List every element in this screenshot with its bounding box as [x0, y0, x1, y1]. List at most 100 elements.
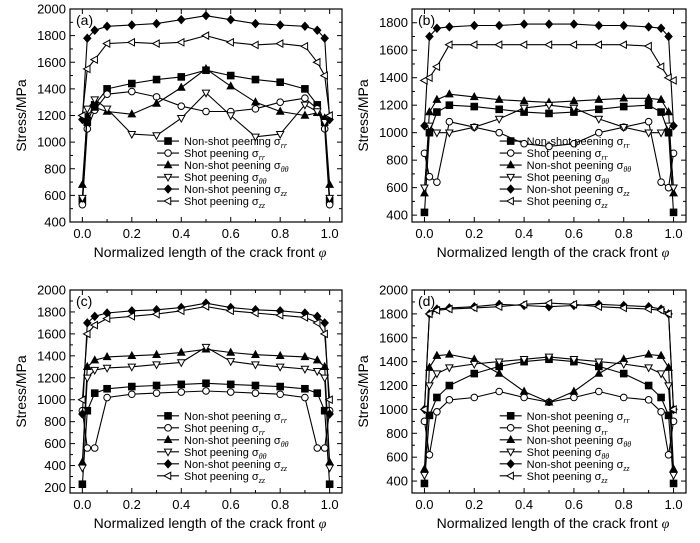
data-point	[90, 102, 100, 111]
data-point	[276, 390, 284, 399]
data-point	[433, 108, 441, 116]
data-point	[595, 387, 603, 396]
y-axis-label: Stress/MPa	[13, 355, 29, 428]
legend-label-subscript: rr	[259, 428, 266, 437]
data-point	[494, 368, 504, 377]
data-point	[319, 71, 328, 81]
data-point	[569, 356, 579, 365]
legend-label: Shot peening σθθ	[184, 447, 267, 461]
legend-marker	[506, 173, 516, 183]
data-point	[90, 444, 99, 452]
data-point	[299, 41, 309, 51]
data-point	[420, 479, 429, 488]
y-tick-label: 1800	[379, 15, 408, 30]
legend-label: Shot peening σθθ	[527, 172, 610, 186]
data-point	[176, 347, 186, 356]
data-point	[469, 360, 479, 369]
y-tick-label: 1400	[37, 348, 66, 363]
y-tick-label: 600	[44, 436, 66, 451]
data-point	[312, 368, 322, 377]
legend-marker	[506, 160, 516, 169]
data-point	[151, 39, 160, 49]
legend-label: Shot peening σrr	[527, 423, 609, 437]
data-point	[595, 105, 603, 114]
y-axis-label: Stress/MPa	[13, 79, 29, 152]
data-point	[176, 82, 186, 91]
legend-label-subscript: zz	[280, 189, 288, 198]
y-tick-label: 1200	[37, 370, 66, 385]
data-point	[312, 57, 321, 67]
data-point	[643, 41, 652, 51]
series	[420, 19, 678, 131]
legend-marker	[163, 459, 173, 469]
data-point	[102, 21, 112, 32]
data-point	[313, 444, 322, 452]
data-point	[83, 33, 92, 44]
data-point	[619, 93, 629, 102]
data-point	[324, 111, 333, 120]
legend-label-text: Shot peening σ	[527, 148, 602, 160]
legend-label-subscript: rr	[601, 428, 608, 437]
data-point	[420, 184, 429, 193]
data-point	[424, 309, 433, 319]
legend-label-text: Shot peening σ	[184, 447, 259, 459]
series-line	[81, 35, 331, 116]
legend-label-subscript: θθ	[259, 452, 267, 461]
data-point	[251, 133, 260, 142]
legend-label: Shot peening σrr	[184, 148, 266, 162]
data-point	[469, 123, 479, 133]
data-point	[83, 444, 92, 452]
series-line	[424, 44, 674, 81]
data-point	[544, 298, 553, 308]
data-point	[519, 19, 529, 29]
data-point	[275, 310, 284, 320]
data-point	[419, 404, 428, 414]
data-point	[664, 31, 673, 42]
data-point	[470, 393, 479, 402]
data-point	[444, 364, 454, 373]
legend-label-subscript: rr	[281, 416, 288, 425]
data-point	[669, 208, 678, 217]
y-axis-label: Stress/MPa	[355, 355, 371, 428]
legend-label-text: Shot peening σ	[527, 172, 602, 184]
data-point	[618, 303, 627, 313]
legend-marker	[163, 196, 172, 206]
data-point	[656, 23, 666, 33]
data-point	[251, 97, 260, 106]
data-point	[445, 381, 454, 390]
x-tick-label: 0.8	[271, 497, 289, 512]
series	[420, 117, 678, 192]
data-point	[668, 76, 677, 85]
data-point	[469, 40, 478, 50]
data-point	[126, 37, 136, 47]
data-point	[664, 382, 674, 391]
x-axis-label-text: Normalized length of the crack front	[437, 515, 662, 531]
data-point	[432, 370, 442, 379]
data-point	[301, 393, 309, 402]
data-point	[494, 94, 504, 103]
data-point	[201, 10, 211, 21]
data-point	[301, 384, 309, 393]
data-point	[669, 471, 678, 481]
legend-label-text: Shot peening σ	[184, 148, 259, 160]
legend-label-text: Non-shot peening σ	[527, 160, 624, 172]
legend-label-text: Shot peening σ	[184, 196, 259, 208]
data-point	[494, 20, 504, 31]
data-point	[425, 411, 434, 420]
data-point	[320, 33, 329, 44]
x-axis-label-symbol: φ	[319, 517, 327, 532]
data-point	[201, 302, 210, 311]
x-tick-label: 0.2	[123, 497, 141, 512]
data-point	[324, 395, 333, 405]
data-point	[594, 358, 604, 367]
y-tick-label: 1800	[37, 28, 66, 43]
y-axis-label: Stress/MPa	[355, 79, 371, 152]
data-point	[250, 308, 259, 318]
data-point	[128, 382, 136, 391]
data-point	[569, 386, 579, 395]
data-point	[669, 479, 678, 488]
data-point	[301, 85, 309, 93]
data-point	[432, 23, 442, 33]
